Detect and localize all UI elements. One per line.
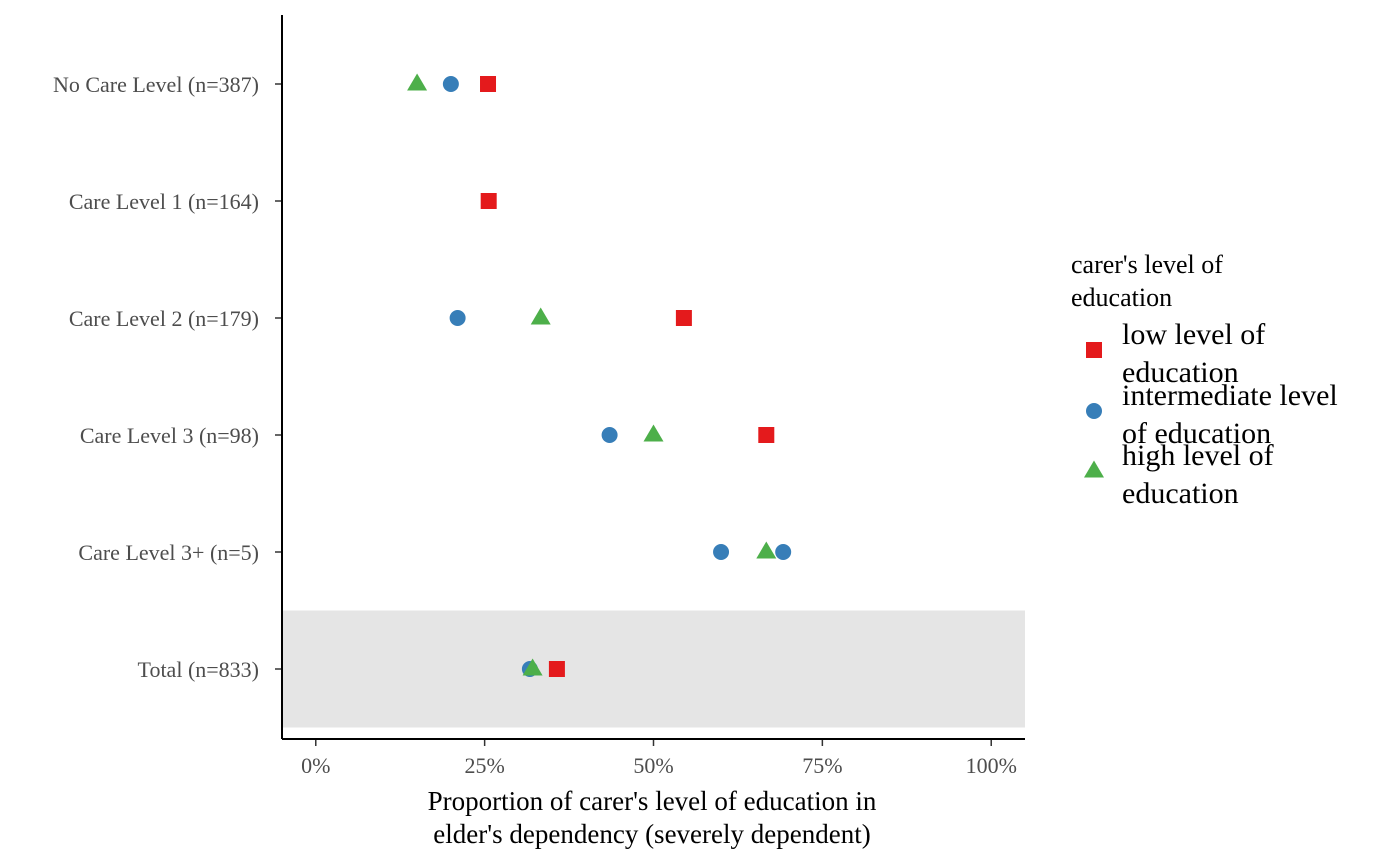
triangle-point — [522, 658, 543, 676]
x-axis-ticks — [315, 739, 992, 746]
circle-point — [601, 427, 618, 443]
legend-label: low level of — [1122, 318, 1265, 351]
circle-point — [442, 76, 459, 92]
square-point — [480, 193, 497, 209]
legend-label: high level of — [1122, 439, 1274, 472]
legend-label: education — [1122, 477, 1239, 510]
circle-point — [775, 544, 792, 560]
legend: carer's level of education low level of e… — [1071, 250, 1338, 510]
y-tick-label: Care Level 1 (n=164) — [69, 189, 259, 214]
y-tick-label: No Care Level (n=387) — [53, 72, 259, 97]
circle-point — [449, 310, 466, 326]
y-tick-label: Care Level 2 (n=179) — [69, 306, 259, 331]
triangle-point — [756, 541, 777, 559]
legend-label: education — [1122, 356, 1239, 389]
legend-title-line-1: carer's level of — [1071, 250, 1223, 279]
data-points — [407, 73, 792, 677]
y-axis-labels: No Care Level (n=387) Care Level 1 (n=164… — [53, 72, 259, 682]
square-point — [548, 661, 565, 677]
square-point — [675, 310, 692, 326]
x-tick-label: 100% — [966, 753, 1017, 778]
x-axis-title-line-2: elder's dependency (severely dependent) — [433, 819, 870, 849]
legend-label: intermediate level — [1122, 379, 1338, 412]
legend-title-line-2: education — [1071, 283, 1172, 312]
triangle-point — [407, 73, 428, 91]
legend-label: of education — [1122, 417, 1271, 450]
square-point — [480, 76, 497, 92]
x-axis-title-line-1: Proportion of carer's level of education… — [428, 786, 877, 816]
legend-key-triangle — [1084, 460, 1104, 478]
x-axis-labels: 0% 25% 50% 75% 100% — [301, 753, 1017, 778]
x-tick-label: 0% — [301, 753, 330, 778]
y-tick-label: Total (n=833) — [138, 657, 259, 682]
y-tick-label: Care Level 3+ (n=5) — [78, 540, 259, 565]
legend-key-square — [1086, 342, 1102, 358]
highlight-band-total — [282, 610, 1025, 728]
x-tick-label: 25% — [464, 753, 504, 778]
square-point — [758, 427, 775, 443]
x-tick-label: 75% — [802, 753, 842, 778]
triangle-point — [643, 424, 664, 442]
x-tick-label: 50% — [633, 753, 673, 778]
legend-key-circle — [1086, 403, 1102, 419]
y-tick-label: Care Level 3 (n=98) — [80, 423, 259, 448]
circle-point — [713, 544, 730, 560]
y-axis-ticks — [275, 83, 282, 670]
triangle-point — [530, 307, 551, 325]
